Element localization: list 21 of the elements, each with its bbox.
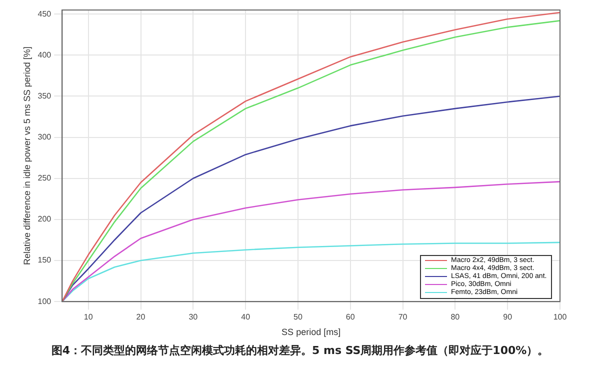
y-tick-label: 350 — [38, 91, 52, 100]
y-tick-label: 150 — [38, 256, 52, 265]
y-tick-label: 300 — [38, 132, 52, 142]
x-tick-label: 80 — [450, 312, 460, 322]
y-tick-label: 400 — [38, 50, 52, 60]
y-tick-label: 450 — [38, 9, 52, 18]
y-tick-label: 200 — [38, 214, 52, 224]
x-tick-label: 90 — [503, 312, 513, 322]
y-axis-title: Relative difference in idle power vs 5 ms SS period [%] — [22, 46, 32, 266]
x-tick-label: 40 — [241, 312, 251, 322]
caption: 图4：不同类型的网络节点空闲模式功耗的相对差异。5 ms SS周期用作参考值（即对应于100%）。 — [50, 343, 550, 359]
x-tick-label: 60 — [346, 312, 356, 322]
y-tick-label: 250 — [38, 174, 52, 183]
y-tick-label: 100 — [38, 296, 52, 306]
x-tick-label: 50 — [294, 312, 303, 322]
x-tick-label: 10 — [84, 312, 94, 322]
x-tick-label: 70 — [398, 312, 408, 322]
x-tick-label: 30 — [188, 312, 198, 322]
x-axis-title: SS period [ms] — [282, 327, 341, 338]
x-tick-label: 100 — [553, 312, 568, 322]
x-tick-label: 20 — [136, 312, 146, 322]
